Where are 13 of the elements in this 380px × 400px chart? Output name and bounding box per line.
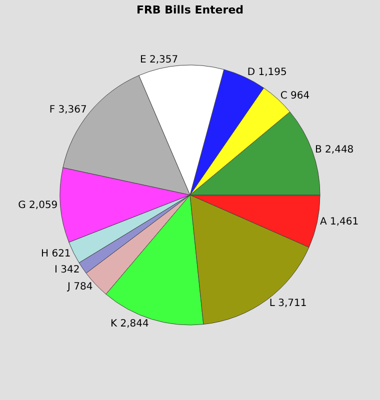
- slice-label: K 2,844: [110, 318, 149, 330]
- slice-label: I 342: [54, 264, 80, 276]
- slice-label: D 1,195: [247, 67, 287, 78]
- slice-label: F 3,367: [49, 104, 87, 116]
- slice-label: C 964: [280, 90, 310, 102]
- slice-label: G 2,059: [18, 200, 58, 211]
- slice-label: B 2,448: [314, 144, 354, 156]
- slice-label: E 2,357: [140, 54, 178, 66]
- chart-title: FRB Bills Entered: [136, 4, 244, 17]
- slice-label: H 621: [41, 248, 71, 260]
- slice-label: A 1,461: [320, 216, 359, 228]
- slice-label: L 3,711: [269, 298, 307, 310]
- slice-label: J 784: [66, 281, 93, 292]
